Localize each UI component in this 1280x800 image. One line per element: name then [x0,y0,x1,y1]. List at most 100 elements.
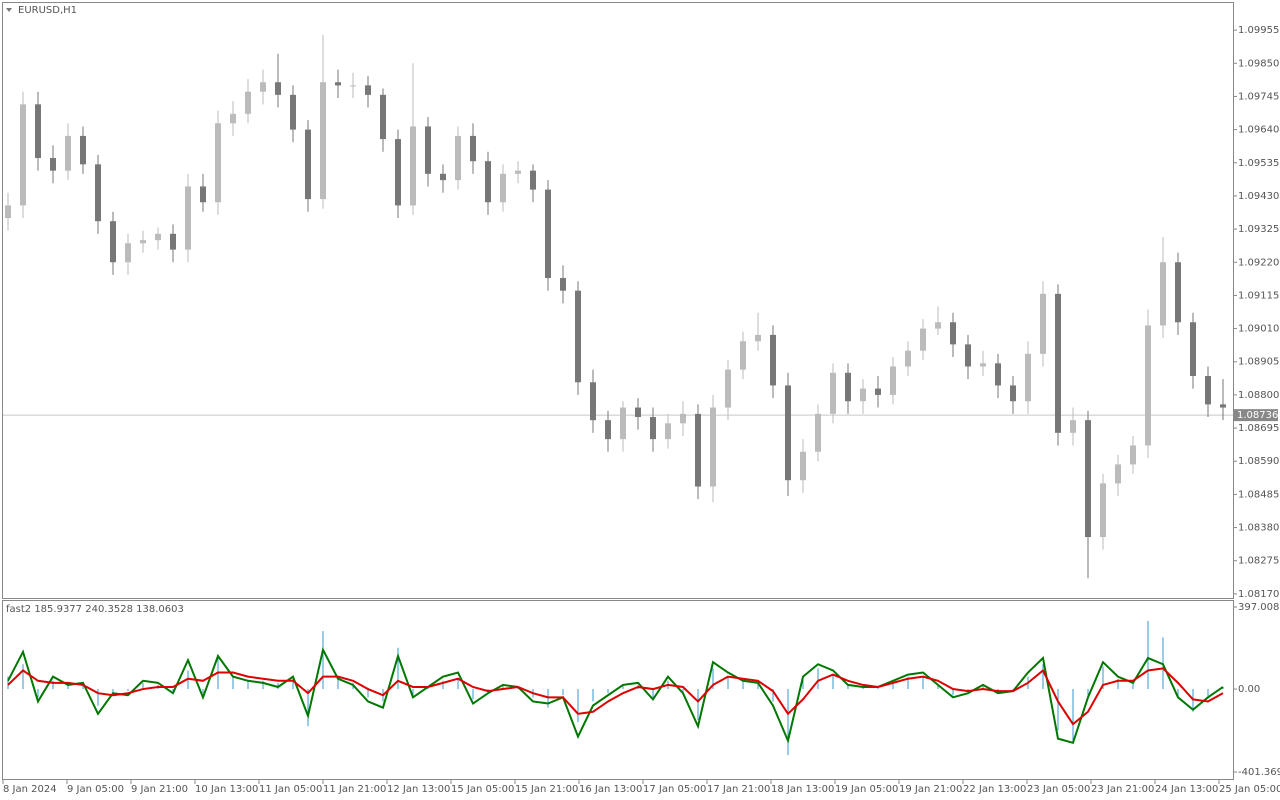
candle-body [320,82,326,200]
candle-body [665,423,671,440]
collapse-icon[interactable] [6,8,12,12]
candle-body [875,388,881,395]
candle-body [620,407,626,440]
candle-body [830,372,836,414]
current-price-label: 1.08736 [1237,410,1278,421]
x-tick-label: 11 Jan 05:00 [259,784,322,795]
x-tick-label: 9 Jan 05:00 [67,784,124,795]
candle-body [170,233,176,250]
candle-body [1220,404,1226,408]
candle-body [215,123,221,203]
candle-body [560,278,566,291]
y-tick-label: 1.09535 [1238,158,1279,169]
candle-body [680,413,686,424]
indicator-line [7,667,1224,726]
candle-body [1010,385,1016,402]
candle-body [1205,375,1211,405]
x-tick-label: 12 Jan 13:00 [387,784,450,795]
y-tick-label: 1.09955 [1238,25,1279,36]
current-price-box [1234,409,1278,422]
x-tick-label: 10 Jan 13:00 [195,784,258,795]
candle-body [245,91,251,114]
y-tick-label: 1.08695 [1238,423,1279,434]
candle-body [1115,464,1121,484]
y-tick-label: -401.3695 [1238,767,1280,778]
candle-body [1055,293,1061,433]
y-tick-label: 1.08800 [1238,390,1279,401]
candle-body [1040,293,1046,354]
candle-body [185,186,191,250]
y-tick-label: 1.08485 [1238,489,1279,500]
y-tick-label: 1.08905 [1238,357,1279,368]
candle-body [785,385,791,481]
candle-body [1070,420,1076,433]
candle-body [290,94,296,130]
candle-body [710,407,716,487]
x-tick-label: 24 Jan 13:00 [1155,784,1218,795]
candle-body [275,82,281,95]
x-tick-label: 17 Jan 05:00 [643,784,706,795]
y-tick-label: 1.09640 [1238,125,1279,136]
candle-body [485,161,491,203]
x-tick-label: 17 Jan 21:00 [707,784,770,795]
candle-body [650,417,656,440]
y-tick-label: 1.08170 [1238,589,1279,600]
candle-body [1175,262,1181,323]
candle-body [815,413,821,452]
y-tick-label: 0.00 [1238,684,1260,695]
x-tick-label: 19 Jan 21:00 [899,784,962,795]
candle-body [995,363,1001,386]
candle-body [335,82,341,86]
candle-body [755,334,761,342]
candle-body [230,113,236,124]
main-panel [2,2,1234,599]
candle-body [515,170,521,174]
candle-body [470,135,476,162]
y-tick-label: 1.09115 [1238,290,1279,301]
y-tick-label: 397.0082 [1238,602,1280,613]
candle-body [965,344,971,367]
candle-body [1190,322,1196,376]
x-tick-label: 18 Jan 13:00 [771,784,834,795]
candle-body [605,420,611,440]
indicator-panel [2,600,1234,780]
x-tick-label: 9 Jan 21:00 [131,784,188,795]
candle-body [260,82,266,92]
candle-body [845,372,851,402]
candle-body [80,135,86,165]
x-tick-label: 23 Jan 05:00 [1027,784,1090,795]
symbol-title: EURUSD,H1 [18,5,77,16]
candle-body [35,104,41,159]
candle-body [950,322,956,345]
candle-body [1130,445,1136,465]
x-tick-label: 25 Jan 05:00 [1219,784,1280,795]
x-tick-label: 16 Jan 13:00 [579,784,642,795]
candle-body [725,369,731,408]
candle-body [905,350,911,367]
x-tick-label: 22 Jan 13:00 [963,784,1026,795]
candle-body [95,164,101,222]
x-tick-label: 8 Jan 2024 [3,784,57,795]
candle-body [1025,353,1031,402]
candle-body [395,139,401,206]
x-tick-label: 11 Jan 21:00 [323,784,386,795]
candle-body [455,135,461,181]
candle-body [50,158,56,171]
candle-body [740,341,746,370]
candle-body [530,170,536,190]
y-tick-label: 1.09745 [1238,91,1279,102]
candle-body [65,135,71,171]
candle-body [980,363,986,367]
y-tick-label: 1.09220 [1238,257,1279,268]
candle-body [440,173,446,181]
candle-body [545,189,551,279]
candle-body [110,221,116,263]
candle-body [365,85,371,95]
candle-body [1160,262,1166,326]
candle-body [155,233,161,241]
x-tick-label: 19 Jan 05:00 [835,784,898,795]
candle-body [575,290,581,383]
candle-body [425,126,431,174]
